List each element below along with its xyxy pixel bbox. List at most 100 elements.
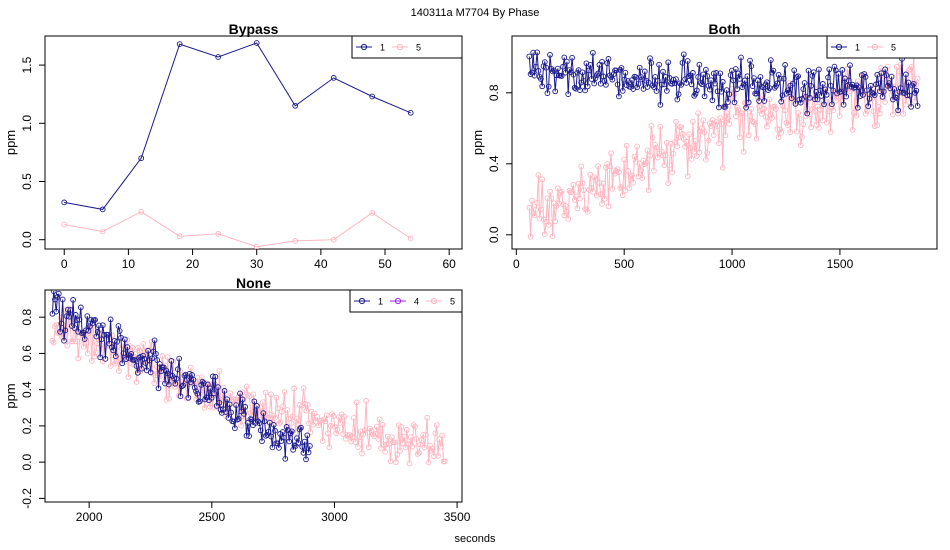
data-point: [704, 150, 711, 156]
data-point: [389, 434, 395, 441]
data-point: [208, 394, 215, 401]
data-point: [304, 401, 311, 408]
data-point: [398, 424, 405, 430]
data-point: [242, 404, 249, 410]
data-point: [697, 128, 704, 135]
data-point: [629, 172, 635, 179]
data-point: [709, 97, 716, 104]
data-point: [303, 456, 309, 463]
data-point: [690, 118, 696, 125]
data-point: [74, 317, 80, 323]
data-point: [745, 132, 752, 139]
data-point: [618, 65, 625, 71]
data-point: [731, 99, 738, 106]
data-point: [704, 73, 711, 79]
data-point: [322, 418, 329, 425]
data-point: [749, 83, 756, 89]
data-point: [808, 82, 814, 89]
data-point: [54, 329, 61, 336]
data-point: [871, 123, 878, 130]
data-point: [265, 414, 272, 421]
data-point: [888, 73, 895, 80]
data-point: [913, 87, 920, 94]
data-point: [544, 90, 551, 96]
y-axis-label: ppm: [3, 130, 18, 155]
data-point: [437, 443, 444, 450]
data-point: [372, 430, 379, 437]
data-point: [391, 439, 398, 446]
y-tick-label: 1.5: [20, 56, 34, 73]
data-point: [671, 139, 678, 145]
data-point: [325, 430, 331, 437]
data-point: [337, 420, 344, 426]
data-point: [622, 69, 629, 76]
data-point: [562, 203, 569, 209]
data-point: [725, 115, 731, 122]
data-point: [905, 79, 912, 86]
data-point: [597, 191, 604, 198]
data-point: [661, 81, 668, 88]
data-point: [699, 125, 705, 132]
data-point: [806, 111, 813, 118]
panel-none: None ppm 2000 2500 3000 3500 -0.2 0.0 0.2 0.4 0.6 0…: [3, 275, 471, 524]
x-tick-label: 10: [122, 257, 136, 271]
data-point: [97, 354, 104, 361]
data-point: [575, 180, 582, 187]
data-point: [579, 180, 586, 187]
data-point: [311, 410, 318, 417]
data-point: [895, 107, 901, 114]
data-point: [722, 104, 729, 110]
data-point: [99, 228, 106, 235]
data-point: [253, 40, 260, 46]
data-point: [441, 458, 448, 465]
data-point: [701, 93, 708, 100]
data-point: [761, 106, 768, 112]
data-point: [716, 140, 722, 147]
data-point: [901, 78, 908, 85]
data-point: [534, 199, 540, 206]
data-point: [265, 428, 272, 435]
data-point: [618, 184, 625, 190]
data-point: [710, 132, 717, 138]
data-point: [431, 453, 437, 460]
data-point: [435, 453, 441, 459]
data-point: [732, 113, 739, 120]
data-point: [125, 374, 132, 380]
data-point: [891, 86, 898, 92]
data-point: [383, 441, 390, 448]
data-point: [649, 134, 656, 141]
data-point: [191, 384, 198, 391]
data-point: [608, 150, 614, 157]
legend-marker: [360, 43, 368, 51]
legend-label: 1: [380, 43, 385, 53]
data-point: [810, 69, 817, 76]
data-point: [529, 197, 535, 204]
data-area: [49, 290, 448, 467]
data-point: [216, 399, 223, 406]
data-point: [825, 74, 831, 81]
data-point: [735, 70, 742, 77]
data-point: [538, 206, 544, 213]
data-point: [641, 161, 648, 168]
data-point: [839, 67, 846, 73]
data-point: [76, 338, 83, 345]
data-point: [365, 444, 372, 451]
data-point: [875, 80, 882, 87]
data-point: [609, 76, 616, 83]
data-point: [414, 451, 421, 457]
legend: 1 4 5: [349, 289, 463, 313]
y-tick-label: 0.4: [487, 155, 501, 172]
data-point: [904, 92, 911, 99]
series-line: [64, 211, 411, 248]
data-point: [653, 144, 660, 151]
legend-marker: [358, 297, 366, 305]
data-point: [416, 449, 422, 456]
data-point: [424, 414, 431, 421]
data-point: [259, 438, 265, 445]
data-point: [94, 329, 101, 335]
data-point: [732, 66, 739, 72]
data-point: [409, 443, 416, 450]
data-point: [764, 79, 770, 86]
data-point: [882, 66, 888, 73]
